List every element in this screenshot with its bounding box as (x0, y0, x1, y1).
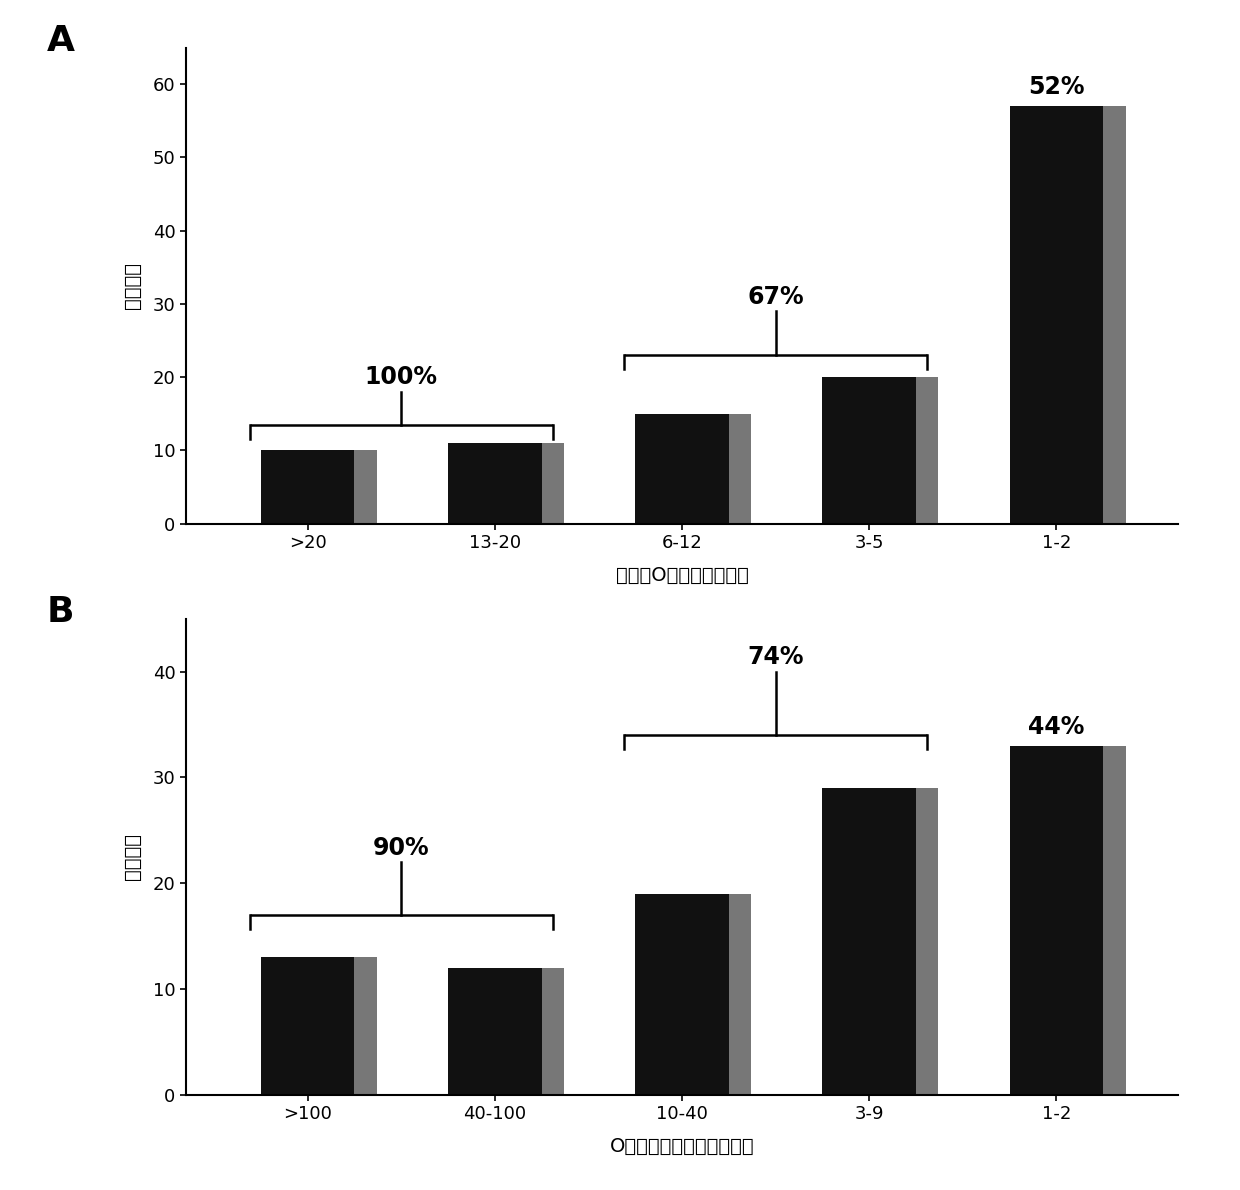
X-axis label: 非冗余O糖基化肽段序列: 非冗余O糖基化肽段序列 (615, 566, 749, 585)
Bar (635, 414, 729, 524)
Bar (470, 443, 564, 532)
Text: A: A (47, 24, 76, 58)
Text: 100%: 100% (365, 365, 438, 389)
Bar (283, 450, 377, 532)
Text: 52%: 52% (1028, 75, 1085, 99)
Bar (1032, 746, 1126, 1108)
Bar (657, 414, 751, 532)
Bar (635, 894, 729, 1095)
Bar (283, 957, 377, 1108)
Bar (470, 967, 564, 1108)
Bar (844, 788, 939, 1108)
Y-axis label: 蛋白计数: 蛋白计数 (123, 833, 141, 881)
Bar (822, 377, 916, 524)
Bar (1009, 746, 1104, 1095)
Text: 67%: 67% (748, 284, 804, 309)
Text: B: B (47, 595, 74, 630)
Y-axis label: 蛋白计数: 蛋白计数 (123, 262, 141, 309)
Bar (260, 957, 355, 1095)
Bar (657, 894, 751, 1108)
Bar (1032, 106, 1126, 532)
X-axis label: O糖基化蛋白谱图匹配数目: O糖基化蛋白谱图匹配数目 (610, 1138, 754, 1157)
Bar (822, 788, 916, 1095)
Bar (844, 377, 939, 532)
Bar (260, 450, 355, 524)
Text: 74%: 74% (748, 645, 804, 669)
Text: 90%: 90% (373, 835, 429, 859)
Bar (1009, 106, 1104, 524)
Bar (448, 443, 542, 524)
Bar (448, 967, 542, 1095)
Text: 44%: 44% (1028, 714, 1085, 739)
